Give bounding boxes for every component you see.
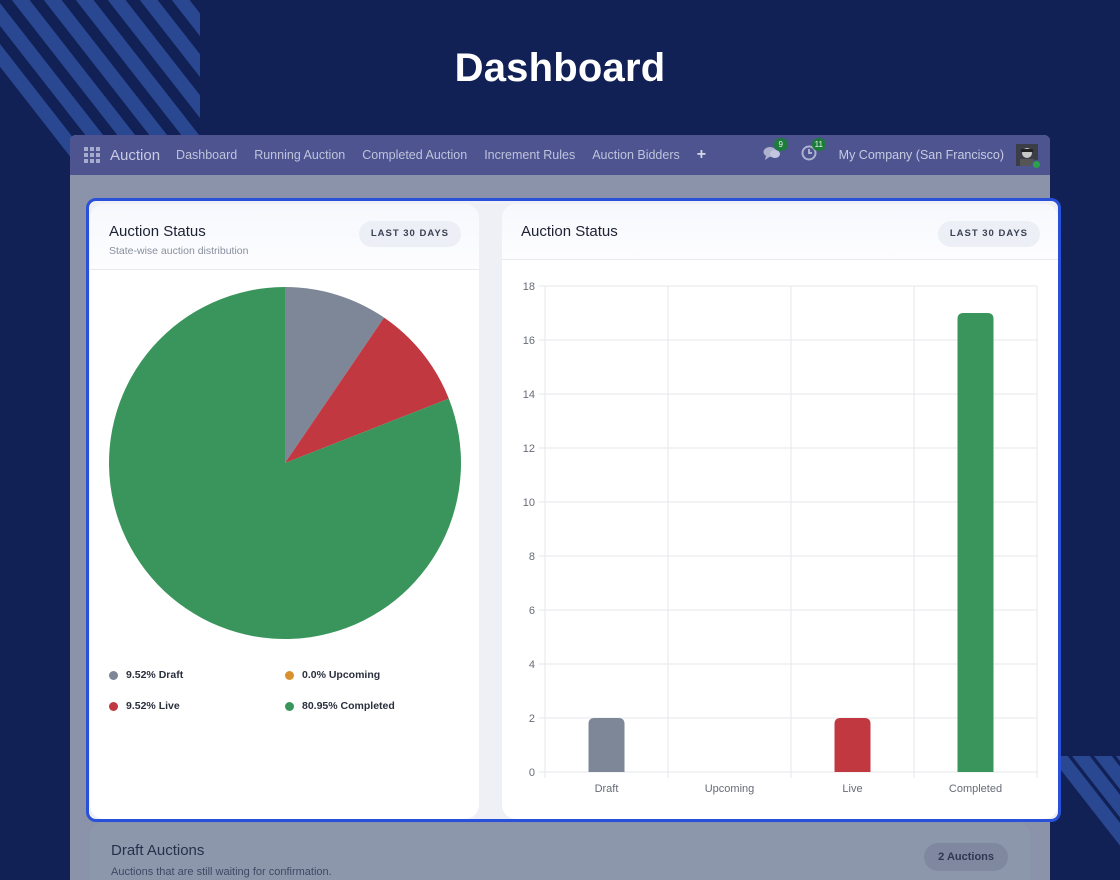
- x-tick-label: Live: [842, 783, 862, 795]
- draft-auctions-title: Draft Auctions: [111, 842, 205, 859]
- nav-completed-auction[interactable]: Completed Auction: [362, 148, 468, 162]
- y-tick-label: 4: [529, 659, 535, 671]
- legend-dot-completed: [285, 701, 294, 711]
- app-brand[interactable]: Auction: [110, 146, 161, 164]
- y-tick-label: 14: [523, 389, 535, 401]
- bar-card-title: Auction Status: [521, 223, 618, 240]
- legend-item-live[interactable]: 9.52% Live: [109, 700, 180, 712]
- nav-increment-rules[interactable]: Increment Rules: [484, 148, 576, 162]
- y-tick-label: 12: [523, 443, 535, 455]
- y-tick-label: 8: [529, 551, 535, 563]
- nav-auction-bidders[interactable]: Auction Bidders: [592, 148, 680, 162]
- y-tick-label: 2: [529, 713, 535, 725]
- y-tick-label: 0: [529, 767, 535, 779]
- messages-badge: 9: [773, 138, 788, 151]
- company-switcher[interactable]: My Company (San Francisco): [838, 148, 1004, 162]
- y-tick-label: 6: [529, 605, 535, 617]
- legend-label-upcoming: 0.0% Upcoming: [302, 669, 381, 681]
- pie-card-subtitle: State-wise auction distribution: [109, 245, 249, 257]
- chat-bubbles-icon: [763, 147, 780, 160]
- pie-chart: [108, 287, 461, 639]
- nav-plus-button[interactable]: +: [696, 146, 707, 163]
- pie-slice-live[interactable]: [285, 317, 449, 463]
- bar-live[interactable]: [834, 718, 871, 772]
- x-tick-label: Draft: [595, 783, 619, 795]
- draft-auctions-count[interactable]: 2 Auctions: [924, 843, 1008, 871]
- pie-slice-draft[interactable]: [285, 287, 385, 463]
- pie-range-pill[interactable]: LAST 30 DAYS: [358, 221, 461, 247]
- bar-chart: 0 2 4 6 8 10 12 14 16 18 Draft Upcoming Live Complete…: [523, 281, 1038, 795]
- bar-chart-card: Auction Status LAST 30 DAYS 0 2 4 6 8 10 12 14 1…: [502, 204, 1058, 819]
- pie-card-title: Auction Status: [109, 223, 206, 240]
- legend-label-live: 9.52% Live: [126, 700, 180, 712]
- x-tick-label: Upcoming: [705, 783, 755, 795]
- apps-grid-icon[interactable]: [84, 147, 100, 163]
- bar-draft[interactable]: [588, 718, 625, 772]
- messages-button[interactable]: 9: [763, 138, 788, 165]
- nav-running-auction[interactable]: Running Auction: [254, 148, 346, 162]
- user-avatar[interactable]: [1016, 144, 1041, 169]
- bar-card-header: Auction Status LAST 30 DAYS: [502, 204, 1058, 260]
- clock-icon: [801, 145, 817, 161]
- pie-chart-card: Auction Status State-wise auction distri…: [90, 204, 479, 819]
- activities-badge: 11: [811, 138, 826, 151]
- legend-dot-live: [109, 701, 118, 711]
- pie-card-header: Auction Status State-wise auction distri…: [90, 204, 479, 270]
- draft-auctions-subtitle: Auctions that are still waiting for conf…: [111, 866, 332, 878]
- legend-label-draft: 9.52% Draft: [126, 669, 184, 681]
- y-tick-label: 10: [523, 497, 535, 509]
- page-title: Dashboard: [454, 46, 666, 90]
- y-tick-label: 18: [523, 281, 535, 293]
- online-status-dot: [1032, 160, 1041, 169]
- legend-item-completed[interactable]: 80.95% Completed: [285, 700, 395, 712]
- legend-label-completed: 80.95% Completed: [302, 700, 395, 712]
- bar-completed[interactable]: [957, 313, 994, 772]
- activities-button[interactable]: 11: [801, 138, 826, 165]
- legend-dot-upcoming: [285, 670, 294, 680]
- bar-range-pill[interactable]: LAST 30 DAYS: [937, 221, 1040, 247]
- highlighted-charts-region: Auction Status State-wise auction distri…: [86, 198, 1061, 822]
- nav-dashboard[interactable]: Dashboard: [176, 148, 238, 162]
- legend-item-upcoming[interactable]: 0.0% Upcoming: [285, 669, 380, 681]
- y-tick-label: 16: [523, 335, 535, 347]
- top-navbar: Auction Dashboard Running Auction Comple…: [70, 135, 1050, 175]
- pie-slice-completed[interactable]: [108, 287, 461, 639]
- draft-auctions-card: Draft Auctions Auctions that are still w…: [90, 823, 1030, 880]
- legend-item-draft[interactable]: 9.52% Draft: [109, 669, 183, 681]
- x-tick-label: Completed: [949, 783, 1002, 795]
- legend-dot-draft: [109, 670, 118, 680]
